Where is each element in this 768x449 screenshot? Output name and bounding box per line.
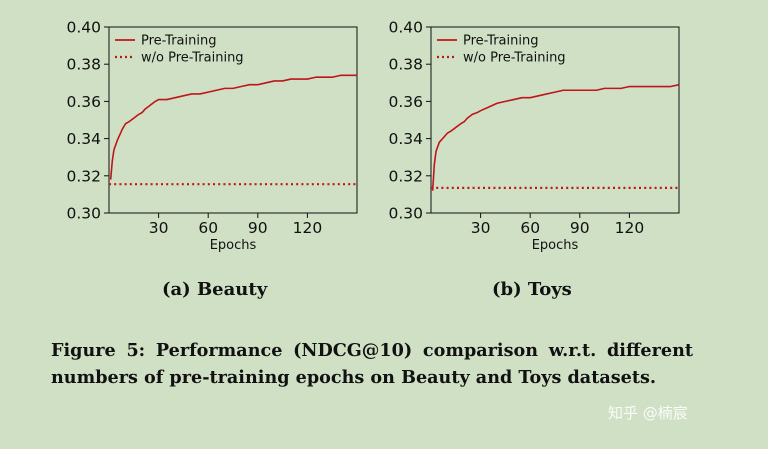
legend-label: w/o Pre-Training	[141, 51, 244, 66]
legend-label: Pre-Training	[141, 34, 216, 49]
subcaption-beauty: (a) Beauty	[162, 279, 268, 300]
x-tick-label: 120	[615, 219, 645, 237]
x-axis-label: Epochs	[532, 238, 579, 253]
y-tick-label: 0.40	[388, 19, 423, 37]
series-line-pretraining	[109, 74, 357, 180]
x-tick-label: 90	[248, 219, 268, 237]
x-tick-label: 30	[471, 219, 491, 237]
figure-caption: Figure 5: Performance (NDCG@10) comparis…	[51, 340, 693, 388]
y-tick-label: 0.36	[388, 93, 423, 111]
y-tick-label: 0.38	[388, 56, 423, 74]
y-tick-label: 0.30	[66, 205, 101, 223]
x-tick-label: 120	[293, 219, 323, 237]
legend-label: Pre-Training	[463, 34, 538, 49]
subcaption-toys: (b) Toys	[492, 279, 572, 300]
y-tick-label: 0.30	[388, 205, 423, 223]
chart-toys: 0.30 0.32 0.34 0.36 0.38 0.40 30 60 90 120 Epochs P…	[388, 19, 680, 253]
x-tick-label: 90	[570, 219, 590, 237]
series-line-pretraining	[431, 83, 680, 191]
y-tick-label: 0.38	[66, 56, 101, 74]
x-tick-label: 60	[520, 219, 540, 237]
x-tick-label: 60	[198, 219, 218, 237]
y-tick-label: 0.34	[388, 130, 423, 148]
plot-frame	[430, 26, 680, 214]
y-tick-label: 0.36	[66, 93, 101, 111]
legend-label: w/o Pre-Training	[463, 51, 566, 66]
plot-frame	[108, 26, 358, 214]
chart-beauty: 0.30 0.32 0.34 0.36 0.38 0.40 30 60 90 120 Epochs P…	[66, 19, 358, 253]
x-axis-label: Epochs	[210, 238, 257, 253]
watermark: 知乎 @楠宸	[608, 404, 688, 422]
y-tick-label: 0.40	[66, 19, 101, 37]
y-tick-label: 0.34	[66, 130, 101, 148]
x-tick-label: 30	[149, 219, 169, 237]
y-tick-label: 0.32	[66, 167, 101, 185]
y-tick-label: 0.32	[388, 167, 423, 185]
